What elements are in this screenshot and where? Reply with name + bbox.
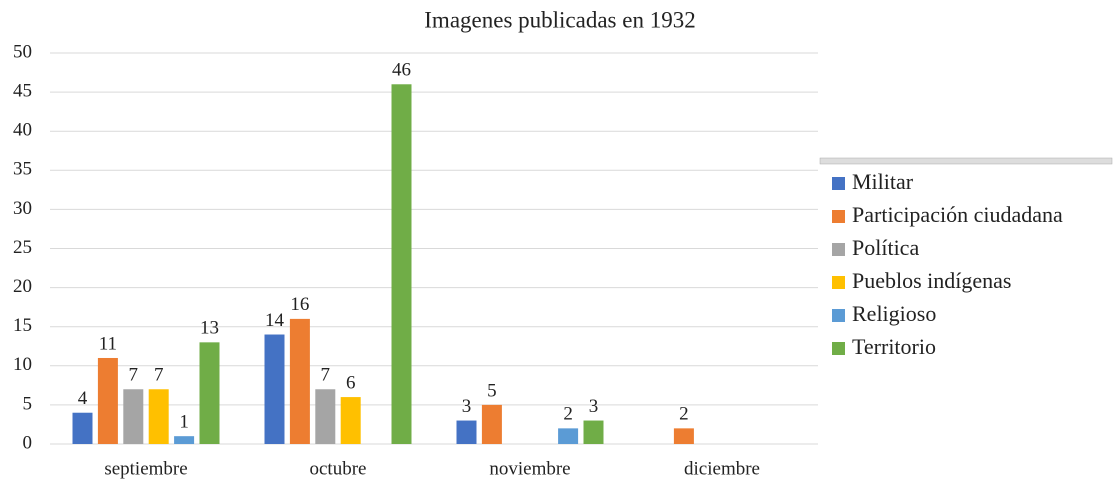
y-tick-label: 15 [13,315,32,336]
legend-label: Política [852,235,919,260]
x-tick-label: diciembre [684,458,760,479]
bar [148,389,169,444]
data-label: 46 [392,60,411,81]
chart-title: Imagenes publicadas en 1932 [424,7,695,32]
y-tick-label: 20 [13,276,32,297]
x-tick-label: septiembre [104,458,187,479]
legend-label: Territorio [852,334,936,359]
x-tick-label: noviembre [489,458,570,479]
data-label: 7 [321,365,331,386]
legend-label: Pueblos indígenas [852,268,1012,293]
bar [391,84,412,444]
legend-swatch [832,309,845,322]
legend-swatch [832,210,845,223]
data-label: 14 [265,310,285,331]
bar [174,436,195,444]
bar [456,420,477,444]
legend-header-bar [819,157,1113,165]
y-tick-label: 35 [13,159,32,180]
bar [583,420,604,444]
legend-swatch [832,177,845,190]
data-label: 7 [154,365,164,386]
data-label: 13 [200,318,219,339]
y-tick-label: 25 [13,237,32,258]
data-label: 11 [99,333,117,354]
y-tick-label: 5 [23,393,33,414]
data-label: 1 [179,412,189,433]
data-label: 3 [589,396,599,417]
legend-swatch [832,342,845,355]
bar [558,428,579,444]
data-label: 2 [563,404,573,425]
data-label: 16 [290,294,309,315]
y-tick-label: 10 [13,354,32,375]
data-label: 2 [679,404,689,425]
y-tick-label: 40 [13,120,32,141]
data-label: 6 [346,372,356,393]
bar [673,428,694,444]
bar [97,357,118,444]
bar [72,412,93,444]
bar [340,397,361,444]
data-label: 5 [487,380,497,401]
data-label: 3 [462,396,472,417]
y-tick-label: 0 [23,432,33,453]
legend-label: Militar [852,169,914,194]
legend-swatch [832,276,845,289]
bar [264,334,285,444]
y-tick-label: 45 [13,80,32,101]
y-tick-label: 50 [13,41,32,62]
legend-swatch [832,243,845,256]
legend-label: Religioso [852,301,936,326]
bar [315,389,336,444]
bar [199,342,220,444]
data-label: 7 [129,365,139,386]
bar [123,389,144,444]
legend-label: Participación ciudadana [852,202,1063,227]
bar [481,404,502,444]
y-tick-label: 30 [13,198,32,219]
bar [289,318,310,444]
x-tick-label: octubre [310,458,367,479]
data-label: 4 [78,388,88,409]
